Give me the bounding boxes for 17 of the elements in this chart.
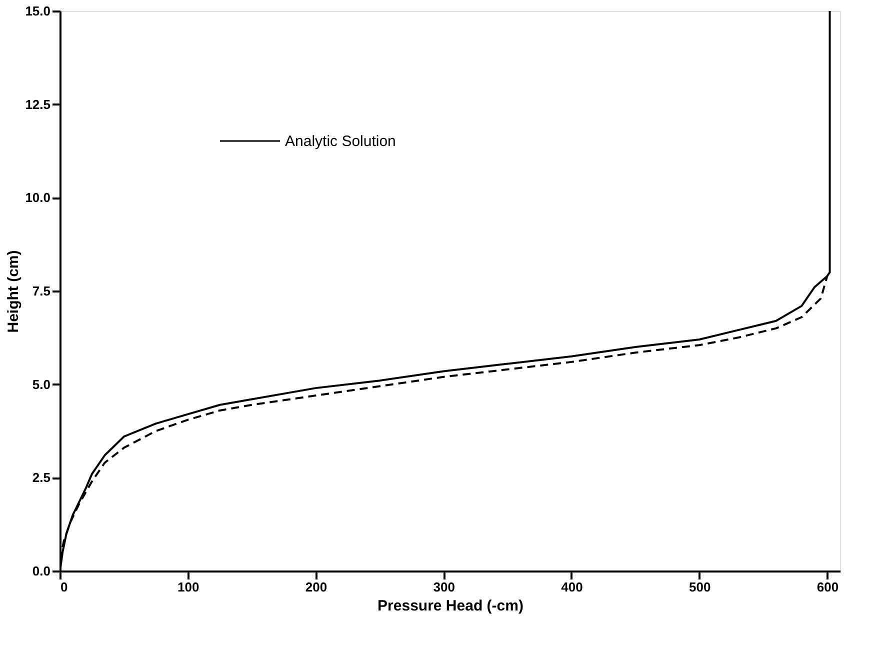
y-tick-label: 10.0 <box>25 190 50 206</box>
x-tick-label: 100 <box>178 580 200 594</box>
x-tick-label: 200 <box>305 580 328 594</box>
x-tick-label: 600 <box>816 580 839 594</box>
x-tick-label: 500 <box>688 580 711 594</box>
y-tick-label: 5.0 <box>32 376 50 392</box>
y-tick-label: 7.5 <box>32 284 50 298</box>
y-axis-title: Height (cm) <box>5 250 22 333</box>
x-tick-label: 400 <box>561 580 583 594</box>
x-tick-label: 300 <box>433 580 455 594</box>
x-axis-title: Pressure Head (-cm) <box>378 598 524 614</box>
y-tick-label: 2.5 <box>32 470 50 486</box>
y-tick-label: 15.0 <box>25 4 50 18</box>
x-tick-label: 0 <box>60 580 68 594</box>
legend-label: Analytic Solution <box>285 133 396 150</box>
y-tick-label: 12.5 <box>25 96 50 112</box>
y-tick-label: 0.0 <box>32 564 50 578</box>
